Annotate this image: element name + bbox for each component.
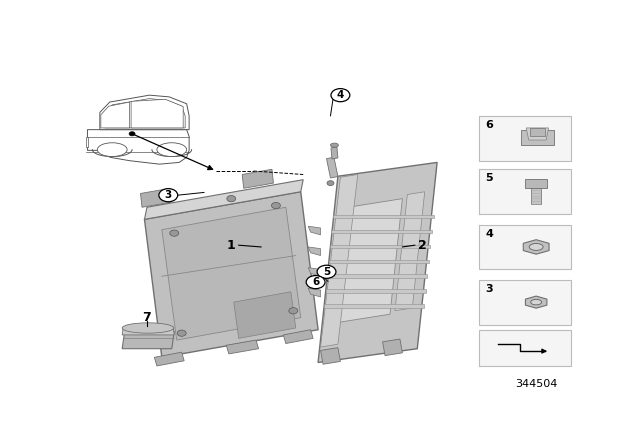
Polygon shape — [331, 147, 338, 159]
Polygon shape — [383, 339, 403, 356]
Polygon shape — [308, 289, 321, 297]
Polygon shape — [327, 275, 428, 278]
Polygon shape — [308, 247, 321, 255]
Text: 3: 3 — [485, 284, 493, 294]
Text: 2: 2 — [418, 239, 427, 252]
Polygon shape — [318, 163, 437, 362]
Text: 1: 1 — [227, 239, 236, 252]
Polygon shape — [131, 99, 183, 128]
Text: 344504: 344504 — [515, 379, 557, 389]
Ellipse shape — [122, 323, 173, 333]
Ellipse shape — [177, 330, 186, 336]
Ellipse shape — [330, 143, 339, 147]
Polygon shape — [105, 99, 185, 128]
Polygon shape — [526, 128, 548, 140]
Polygon shape — [145, 192, 318, 358]
Circle shape — [317, 265, 336, 278]
Polygon shape — [330, 245, 431, 248]
Polygon shape — [308, 267, 321, 276]
Text: 4: 4 — [337, 90, 344, 100]
Ellipse shape — [227, 195, 236, 202]
Polygon shape — [531, 188, 541, 204]
Polygon shape — [328, 259, 429, 263]
Text: 7: 7 — [143, 311, 151, 324]
Ellipse shape — [327, 181, 334, 185]
Polygon shape — [122, 328, 174, 335]
Ellipse shape — [529, 243, 543, 250]
Polygon shape — [284, 330, 313, 344]
Polygon shape — [122, 332, 174, 349]
Bar — [479, 169, 571, 214]
Polygon shape — [335, 198, 403, 323]
Polygon shape — [86, 137, 88, 147]
Polygon shape — [88, 129, 189, 164]
Text: 6: 6 — [485, 120, 493, 130]
Polygon shape — [395, 192, 425, 311]
Polygon shape — [326, 289, 426, 293]
Bar — [479, 116, 571, 161]
Polygon shape — [525, 296, 547, 308]
Bar — [479, 330, 571, 366]
Polygon shape — [100, 95, 189, 129]
Polygon shape — [234, 292, 296, 338]
Ellipse shape — [157, 143, 187, 156]
Ellipse shape — [97, 143, 127, 156]
Polygon shape — [522, 129, 554, 145]
Polygon shape — [145, 180, 303, 220]
Text: 6: 6 — [312, 277, 319, 287]
Polygon shape — [154, 352, 184, 366]
Polygon shape — [333, 215, 434, 218]
Polygon shape — [524, 240, 549, 254]
Polygon shape — [324, 304, 424, 308]
Bar — [479, 280, 571, 324]
Circle shape — [306, 276, 325, 289]
Text: 5: 5 — [323, 267, 330, 277]
Polygon shape — [101, 102, 129, 128]
Ellipse shape — [129, 132, 135, 136]
Bar — [479, 224, 571, 269]
Polygon shape — [308, 226, 321, 235]
Polygon shape — [326, 157, 338, 178]
Text: 5: 5 — [485, 173, 493, 184]
Text: 4: 4 — [485, 228, 493, 239]
Ellipse shape — [271, 202, 280, 209]
Polygon shape — [332, 230, 432, 233]
Polygon shape — [321, 348, 340, 364]
Polygon shape — [530, 128, 545, 135]
Polygon shape — [227, 340, 259, 354]
Ellipse shape — [289, 308, 298, 314]
Ellipse shape — [170, 230, 179, 236]
Polygon shape — [162, 207, 301, 340]
Ellipse shape — [531, 299, 541, 305]
Circle shape — [331, 89, 350, 102]
Circle shape — [159, 189, 178, 202]
Polygon shape — [321, 174, 358, 347]
Polygon shape — [242, 169, 273, 188]
Polygon shape — [141, 188, 172, 207]
Text: 3: 3 — [164, 190, 172, 200]
Polygon shape — [525, 179, 547, 188]
